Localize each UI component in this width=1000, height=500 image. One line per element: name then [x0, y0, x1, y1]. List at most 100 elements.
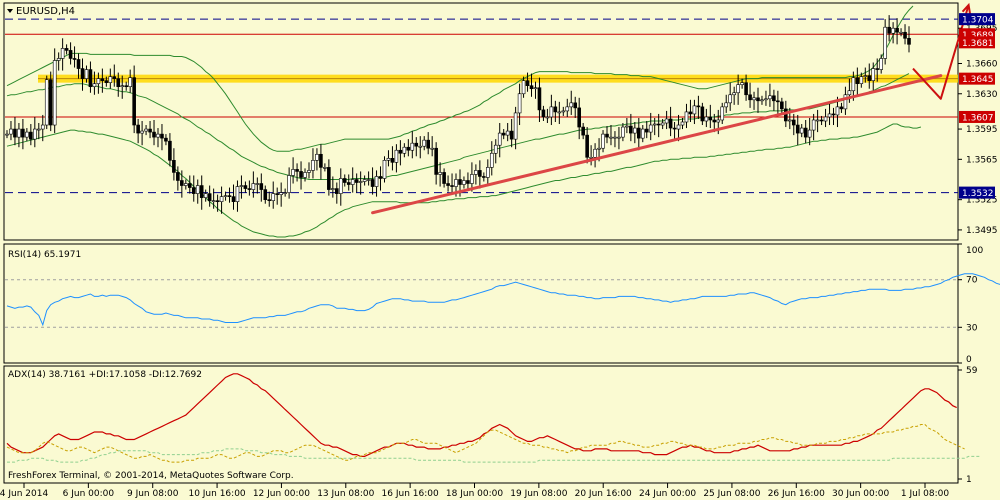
candle-body: [17, 128, 21, 138]
forecast-arrow-head: [961, 2, 972, 15]
candle: [684, 103, 689, 129]
candle-body: [736, 84, 740, 94]
adx-axis: 59 1: [958, 366, 978, 485]
time-tick-label: 9 Jun 08:00: [127, 489, 179, 499]
candle-body: [136, 124, 140, 134]
candle: [374, 170, 379, 197]
window-menu-arrow-icon[interactable]: [7, 9, 13, 13]
candle-body: [772, 95, 776, 102]
adx-panel-frame: [3, 365, 959, 484]
candle-body: [537, 87, 542, 111]
candle: [279, 182, 283, 207]
candle-body: [640, 128, 645, 139]
price-level-label: 1.3607: [959, 110, 995, 123]
candle: [640, 125, 645, 143]
candle-body: [474, 170, 478, 175]
candle: [116, 72, 121, 97]
candle: [795, 114, 800, 146]
candle: [617, 127, 621, 150]
candle: [315, 148, 319, 171]
price-level-label: 1.3532: [959, 186, 995, 199]
candle: [80, 58, 85, 91]
time-tick-label: 18 Jun 00:00: [446, 489, 503, 499]
candle: [247, 180, 252, 196]
candle: [362, 175, 367, 186]
candle-body: [120, 85, 125, 88]
price-axis[interactable]: 1.36951.36601.36301.35951.35651.35251.34…: [958, 13, 998, 236]
candle: [493, 139, 498, 164]
candle: [831, 107, 836, 126]
time-tick-label: 12 Jun 00:00: [253, 489, 310, 499]
candle: [664, 110, 669, 130]
candle-body: [609, 136, 613, 139]
candle-body: [271, 193, 276, 201]
candle-body: [684, 111, 689, 123]
candle: [136, 118, 140, 144]
candle: [883, 19, 887, 65]
candle-body: [303, 172, 307, 178]
candle-body: [867, 75, 872, 81]
price-tick-label: 1.3630: [966, 90, 998, 100]
candle: [807, 117, 812, 146]
candle: [33, 116, 37, 148]
candle: [462, 176, 466, 189]
candle: [823, 108, 828, 128]
price-level-label-text: 1.3645: [962, 75, 994, 85]
candle-body: [776, 100, 780, 103]
candle-body: [740, 82, 744, 85]
candle-body: [529, 85, 534, 90]
candle-body: [434, 147, 438, 175]
candle: [589, 145, 593, 166]
candle: [799, 124, 804, 138]
candle-body: [787, 119, 792, 122]
candle: [438, 162, 442, 187]
candle-body: [319, 153, 323, 168]
time-tick-label: 4 Jun 2014: [0, 489, 48, 499]
candle-body: [835, 106, 840, 116]
candle: [394, 144, 399, 173]
candle: [120, 75, 125, 99]
candle-body: [331, 188, 335, 190]
candle-body: [895, 27, 899, 33]
candle-body: [211, 200, 216, 202]
price-panel[interactable]: EURUSD,H4: [3, 2, 972, 241]
candle-body: [279, 192, 283, 195]
candle-body: [561, 110, 566, 113]
candle-body: [887, 26, 891, 34]
candle-body: [644, 128, 649, 133]
candle-body: [549, 106, 554, 118]
candle-body: [462, 180, 466, 185]
candle-body: [5, 133, 9, 136]
candle: [227, 187, 232, 203]
candle-body: [780, 101, 784, 110]
candle: [219, 186, 224, 214]
candle: [44, 75, 49, 130]
time-tick-label: 26 Jun 16:00: [768, 489, 825, 499]
candle-body: [565, 106, 570, 112]
rsi-panel[interactable]: RSI(14) 65.1971: [3, 243, 1000, 364]
candle: [700, 102, 705, 126]
candle: [621, 123, 625, 142]
candle: [720, 102, 725, 125]
candle-body: [259, 183, 264, 190]
candle-body: [652, 123, 657, 126]
candle-body: [68, 50, 73, 59]
candle: [704, 108, 709, 128]
candle: [184, 179, 188, 190]
candle: [350, 167, 355, 193]
price-level-label-text: 1.3681: [962, 39, 994, 49]
candle: [13, 116, 17, 146]
candle: [223, 191, 228, 201]
candle-body: [760, 99, 764, 102]
adx-panel[interactable]: ADX(14) 38.7161 +DI:17.1058 -DI:12.7692 …: [3, 365, 981, 484]
candle: [76, 53, 81, 79]
candle: [203, 189, 208, 202]
candle: [176, 166, 180, 191]
candle-body: [478, 170, 482, 177]
candle: [768, 83, 772, 107]
price-level-label-box: [959, 110, 995, 123]
candle: [191, 175, 196, 202]
candle: [207, 185, 212, 207]
candle-body: [752, 97, 756, 101]
candle-body: [80, 68, 85, 79]
